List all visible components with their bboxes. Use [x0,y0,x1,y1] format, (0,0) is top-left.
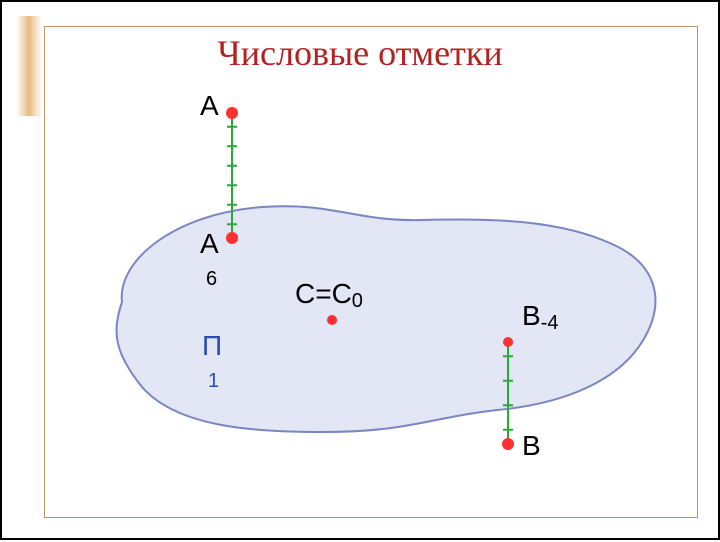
label-A-proj: А 6 [200,230,219,286]
point-A_proj [226,232,238,244]
label-C-text: С=С [295,278,352,309]
label-A-top-text: А [200,90,219,121]
label-C: С=С0 [295,280,363,308]
point-C [327,315,337,325]
label-plane-sub: 1 [208,370,219,392]
label-B-bot: В [522,432,541,460]
region-blob [117,206,656,432]
label-B-proj-sub: -4 [541,312,559,334]
point-B_proj [503,337,513,347]
label-A-proj-text: А [200,228,219,259]
label-plane-text: П [202,330,222,361]
label-B-proj: В-4 . [522,302,558,358]
label-C-sub: 0 [352,290,363,312]
diagram-svg [2,2,720,542]
label-plane: П 1 [202,332,222,388]
point-A_top [226,107,238,119]
label-B-proj-text: В [522,300,541,331]
slide: Числовые отметки А А 6 С=С0 В-4 . В П 1 [0,0,720,540]
label-A-top: А [200,92,219,120]
label-B-bot-text: В [522,430,541,461]
label-A-proj-sub: 6 [206,268,217,290]
point-B_bot [502,438,514,450]
